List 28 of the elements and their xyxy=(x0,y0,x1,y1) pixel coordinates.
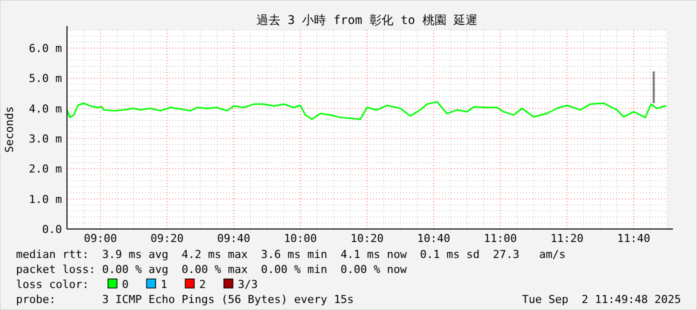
y-tick-label: 5.0 m xyxy=(28,72,62,86)
x-tick-label: 10:20 xyxy=(350,232,384,245)
text: Tue Sep 2 11:49:48 2025 xyxy=(522,293,681,306)
y-tick-label: 1.0 m xyxy=(28,192,62,206)
chart-title: 過去 3 小時 from 彰化 to 桃園 延遲 xyxy=(256,13,478,27)
x-tick-label: 11:00 xyxy=(484,232,517,245)
text: median rtt: 3.9 ms avg 4.2 ms max 3.6 ms min 4.1 ms now 0.1 ms sd 27.3 am/s xyxy=(16,248,566,261)
y-tick-label: 0.0 xyxy=(42,223,62,236)
text: probe: 3 ICMP Echo Pings (56 Bytes) every 15s xyxy=(16,293,354,306)
x-tick-label: 10:40 xyxy=(417,232,450,245)
text: loss color: xyxy=(16,278,89,291)
legend-label: 1 xyxy=(160,278,168,291)
y-tick-label: 6.0 m xyxy=(28,42,62,56)
y-tick-label: 4.0 m xyxy=(28,102,62,116)
x-tick-label: 11:20 xyxy=(550,232,584,245)
x-tick-label: 10:00 xyxy=(284,232,317,245)
x-tick-label: 09:40 xyxy=(217,232,250,245)
x-tick-label: 11:40 xyxy=(617,232,650,245)
text: packet loss: 0.00 % avg 0.00 % max 0.00 % min 0.00 % now xyxy=(16,263,408,276)
y-tick-label: 3.0 m xyxy=(28,132,62,146)
legend-label: 2 xyxy=(199,278,206,291)
x-tick-label: 09:20 xyxy=(150,232,184,245)
legend-label: 0 xyxy=(122,278,129,291)
x-tick-label: 09:00 xyxy=(84,232,117,245)
y-axis-title: Seconds xyxy=(3,106,16,153)
line-series xyxy=(66,101,666,120)
y-tick-label: 2.0 m xyxy=(28,162,62,176)
legend-label: 3/3 xyxy=(238,278,258,291)
